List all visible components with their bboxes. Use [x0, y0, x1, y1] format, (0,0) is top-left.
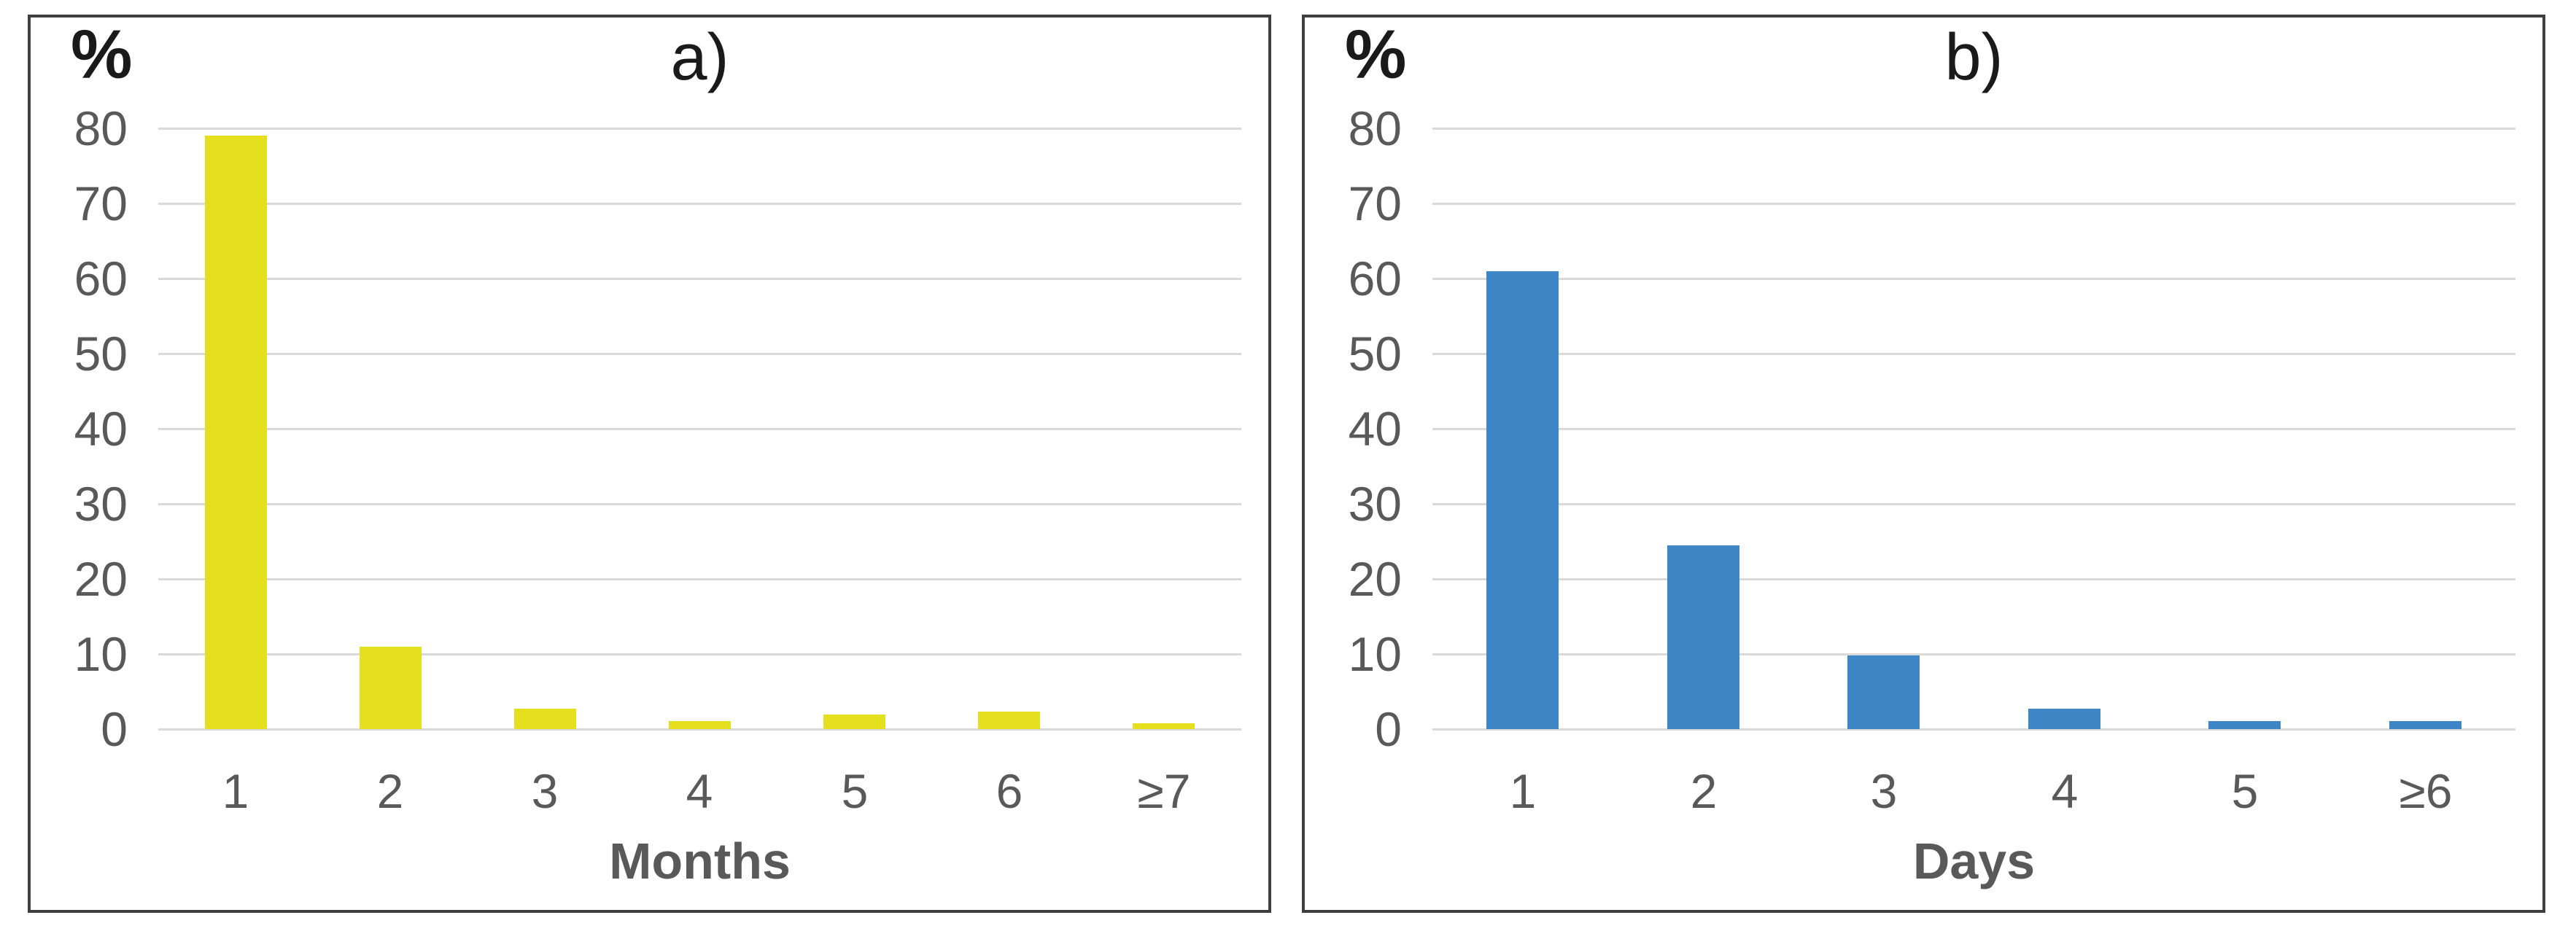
- x-tick-label: 1: [222, 764, 249, 818]
- bar: [2028, 709, 2100, 729]
- y-tick-label: 30: [74, 477, 128, 531]
- x-tick-label: 2: [1690, 764, 1718, 818]
- gridline: [1432, 728, 2515, 731]
- y-tick-label: 70: [1348, 176, 1402, 230]
- y-axis-unit-label: %: [1345, 16, 1407, 93]
- plot-area: [158, 128, 1241, 731]
- bar: [823, 715, 885, 729]
- y-tick-label: 40: [74, 402, 128, 456]
- chart-panel-a: % a) Months 0 10 20 30 40 50 60 70 80 1 2 3 4 5 6 ≥7: [28, 15, 1271, 913]
- chart-title: b): [1944, 21, 2003, 94]
- gridline: [1432, 128, 2515, 130]
- x-tick-label: 1: [1509, 764, 1537, 818]
- y-tick-label: 80: [1348, 101, 1402, 155]
- bar: [1847, 655, 1920, 729]
- y-tick-label: 30: [1348, 477, 1402, 531]
- y-tick-label: 60: [1348, 252, 1402, 305]
- y-tick-label: 10: [74, 627, 128, 681]
- gridline: [158, 578, 1241, 580]
- chart-title: a): [670, 21, 729, 94]
- bar: [205, 136, 267, 729]
- gridline: [158, 353, 1241, 355]
- gridline: [158, 203, 1241, 205]
- y-tick-label: 40: [1348, 402, 1402, 456]
- plot-area: [1432, 128, 2515, 731]
- chart-panel-b: % b) Days 0 10 20 30 40 50 60 70 80 1 2 3 4 5 ≥6: [1302, 15, 2545, 913]
- gridline: [158, 428, 1241, 430]
- bar: [1486, 271, 1559, 729]
- y-axis-unit-label: %: [71, 16, 133, 93]
- y-tick-label: 60: [74, 252, 128, 305]
- gridline: [1432, 653, 2515, 655]
- x-axis-label: Days: [1912, 833, 2036, 890]
- bar: [1667, 545, 1739, 729]
- y-tick-label: 80: [74, 101, 128, 155]
- gridline: [1432, 353, 2515, 355]
- x-tick-label: 5: [2231, 764, 2259, 818]
- bar: [2208, 721, 2281, 729]
- gridline: [158, 278, 1241, 280]
- x-tick-label: ≥7: [1137, 764, 1191, 818]
- y-tick-label: 20: [1348, 552, 1402, 606]
- gridline: [1432, 278, 2515, 280]
- x-tick-label: 3: [1870, 764, 1898, 818]
- x-tick-label: 4: [686, 764, 713, 818]
- x-tick-label: 6: [996, 764, 1023, 818]
- x-axis-label: Months: [609, 833, 791, 890]
- x-tick-label: 2: [376, 764, 404, 818]
- x-tick-label: 4: [2051, 764, 2079, 818]
- gridline: [1432, 503, 2515, 505]
- bar: [1133, 723, 1195, 729]
- y-tick-label: 20: [74, 552, 128, 606]
- gridline: [158, 128, 1241, 130]
- x-tick-label: 5: [841, 764, 869, 818]
- gridline: [1432, 203, 2515, 205]
- bar: [978, 712, 1040, 729]
- y-tick-label: 10: [1348, 627, 1402, 681]
- gridline: [1432, 428, 2515, 430]
- y-tick-label: 70: [74, 176, 128, 230]
- bar: [360, 647, 422, 729]
- y-tick-label: 0: [1375, 702, 1402, 756]
- y-tick-label: 50: [74, 327, 128, 381]
- y-tick-label: 0: [101, 702, 128, 756]
- gridline: [1432, 578, 2515, 580]
- y-tick-label: 50: [1348, 327, 1402, 381]
- bar: [669, 721, 731, 729]
- x-tick-label: ≥6: [2399, 764, 2453, 818]
- bar: [2389, 721, 2461, 729]
- gridline: [158, 728, 1241, 731]
- bar: [514, 709, 576, 729]
- gridline: [158, 503, 1241, 505]
- gridline: [158, 653, 1241, 655]
- x-tick-label: 3: [531, 764, 559, 818]
